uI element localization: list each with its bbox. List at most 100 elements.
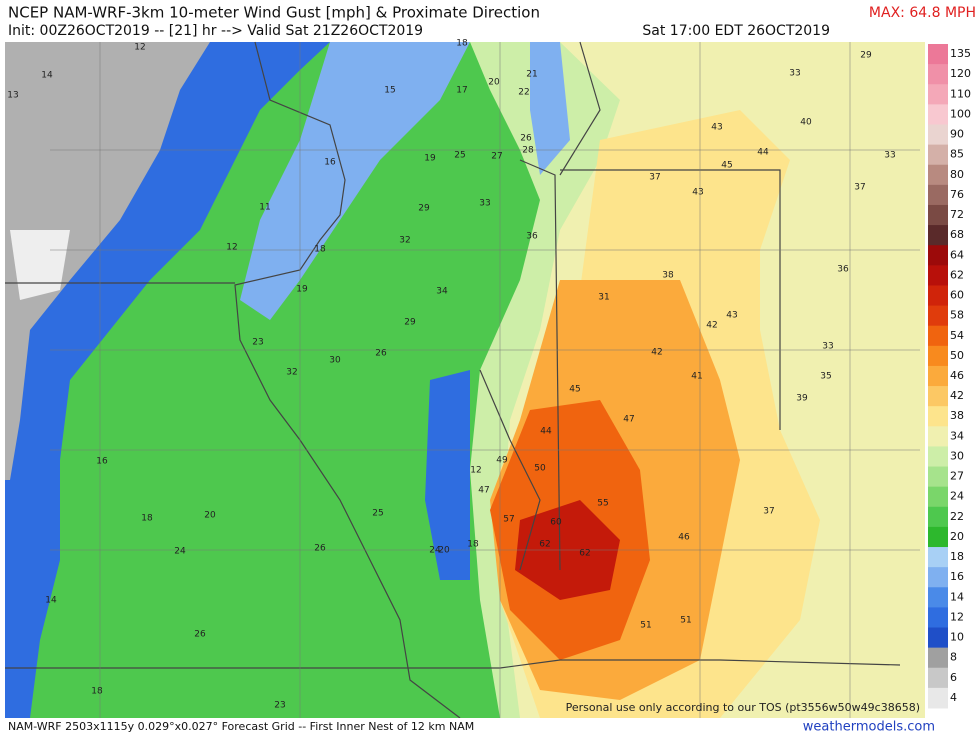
gust-label: 14 [41, 71, 53, 81]
colorbar-swatch [928, 124, 948, 146]
colorbar-label: 27 [950, 470, 964, 483]
gust-label: 33 [822, 342, 833, 352]
gust-label: 23 [252, 338, 263, 348]
gust-label: 36 [526, 232, 538, 242]
gust-label: 20 [438, 546, 450, 556]
title: NCEP NAM-WRF-3km 10-meter Wind Gust [mph… [8, 4, 540, 22]
gust-label: 33 [789, 69, 800, 79]
colorbar-swatch [928, 184, 948, 206]
colorbar-swatch [928, 486, 948, 508]
colorbar-swatch [928, 627, 948, 649]
map: 14 13 12 15 17 18 20 22 21 26 28 25 27 19 16 11 12 18 19 23… [5, 39, 925, 719]
colorbar-label: 4 [950, 691, 957, 704]
gust-label: 27 [491, 152, 502, 162]
colorbar-swatch [928, 687, 948, 709]
colorbar-label: 110 [950, 87, 971, 100]
colorbar-label: 18 [950, 550, 964, 563]
gust-label: 21 [526, 70, 537, 80]
gust-label: 11 [259, 203, 270, 213]
gust-label: 37 [854, 183, 865, 193]
gust-label: 36 [837, 265, 849, 275]
colorbar-swatch [928, 345, 948, 367]
colorbar-label: 60 [950, 289, 964, 302]
gust-label: 26 [194, 630, 206, 640]
gust-label: 18 [456, 39, 468, 49]
gust-label: 38 [662, 271, 674, 281]
gust-label: 43 [726, 311, 737, 321]
footer-site[interactable]: weathermodels.com [803, 720, 935, 735]
colorbar-label: 20 [950, 530, 964, 543]
gust-label: 33 [884, 151, 895, 161]
gust-label: 49 [496, 456, 508, 466]
valid-time: Sat 17:00 EDT 26OCT2019 [642, 23, 830, 39]
gust-label: 31 [598, 293, 609, 303]
watermark: Personal use only according to our TOS (… [566, 701, 920, 714]
colorbar-swatch [928, 305, 948, 327]
colorbar-label: 8 [950, 651, 957, 664]
gust-label: 29 [418, 204, 430, 214]
gust-label: 18 [467, 540, 479, 550]
gust-label: 17 [456, 86, 467, 96]
gust-label: 20 [488, 78, 500, 88]
colorbar-swatch [928, 667, 948, 689]
gust-label: 35 [820, 372, 831, 382]
colorbar-swatch [928, 285, 948, 307]
colorbar-swatch [928, 245, 948, 266]
gust-label: 28 [522, 146, 534, 156]
colorbar-label: 90 [950, 128, 964, 141]
colorbar-label: 10 [950, 631, 964, 644]
colorbar-label: 16 [950, 570, 964, 583]
colorbar-label: 120 [950, 67, 971, 80]
gust-label: 43 [711, 123, 722, 133]
gust-label: 46 [678, 533, 690, 543]
colorbar-swatch [928, 204, 948, 226]
gust-label: 51 [640, 621, 651, 631]
colorbar-label: 62 [950, 268, 964, 281]
colorbar-label: 64 [950, 248, 964, 261]
gust-label: 42 [706, 321, 717, 331]
gust-label: 12 [470, 466, 481, 476]
gust-label: 20 [204, 511, 216, 521]
gust-label: 24 [429, 546, 441, 556]
state-border [5, 41, 901, 669]
gust-label: 32 [286, 368, 297, 378]
lightblue-zone [240, 42, 470, 320]
colorbar-swatch [928, 84, 948, 105]
colorbar-label: 34 [950, 429, 964, 442]
colorbar: 1351201101009085807672686462605854504642… [928, 44, 971, 709]
colorbar-swatch [928, 225, 948, 246]
colorbar-label: 80 [950, 168, 964, 181]
gust-label: 57 [503, 515, 514, 525]
footer-info: NAM-WRF 2503x1115y 0.029°x0.027° Forecas… [8, 720, 474, 733]
gust-label: 25 [454, 151, 465, 161]
colorbar-label: 30 [950, 449, 964, 462]
colorbar-swatch [928, 506, 948, 528]
gust-label: 44 [540, 427, 552, 437]
colorbar-label: 24 [950, 490, 964, 503]
gust-label: 40 [800, 118, 812, 128]
colorbar-label: 50 [950, 349, 964, 362]
gust-label: 43 [692, 188, 703, 198]
gust-label: 47 [623, 415, 634, 425]
gust-label: 16 [324, 158, 336, 168]
colorbar-label: 14 [950, 590, 964, 603]
gust-label: 12 [226, 243, 237, 253]
gust-label: 47 [478, 486, 489, 496]
colorbar-label: 22 [950, 510, 964, 523]
gust-label: 39 [796, 394, 808, 404]
lake-zone [425, 370, 470, 580]
colorbar-swatch [928, 526, 948, 548]
colorbar-swatch [928, 406, 948, 427]
colorbar-swatch [928, 265, 948, 286]
colorbar-swatch [928, 44, 948, 65]
gust-label: 29 [404, 318, 416, 328]
gust-label: 19 [424, 154, 436, 164]
gust-label: 50 [534, 464, 546, 474]
gust-label: 30 [329, 356, 341, 366]
gust-label: 62 [579, 549, 590, 559]
colorbar-swatch [928, 325, 948, 347]
gust-label: 41 [691, 372, 702, 382]
gust-label: 45 [569, 385, 580, 395]
